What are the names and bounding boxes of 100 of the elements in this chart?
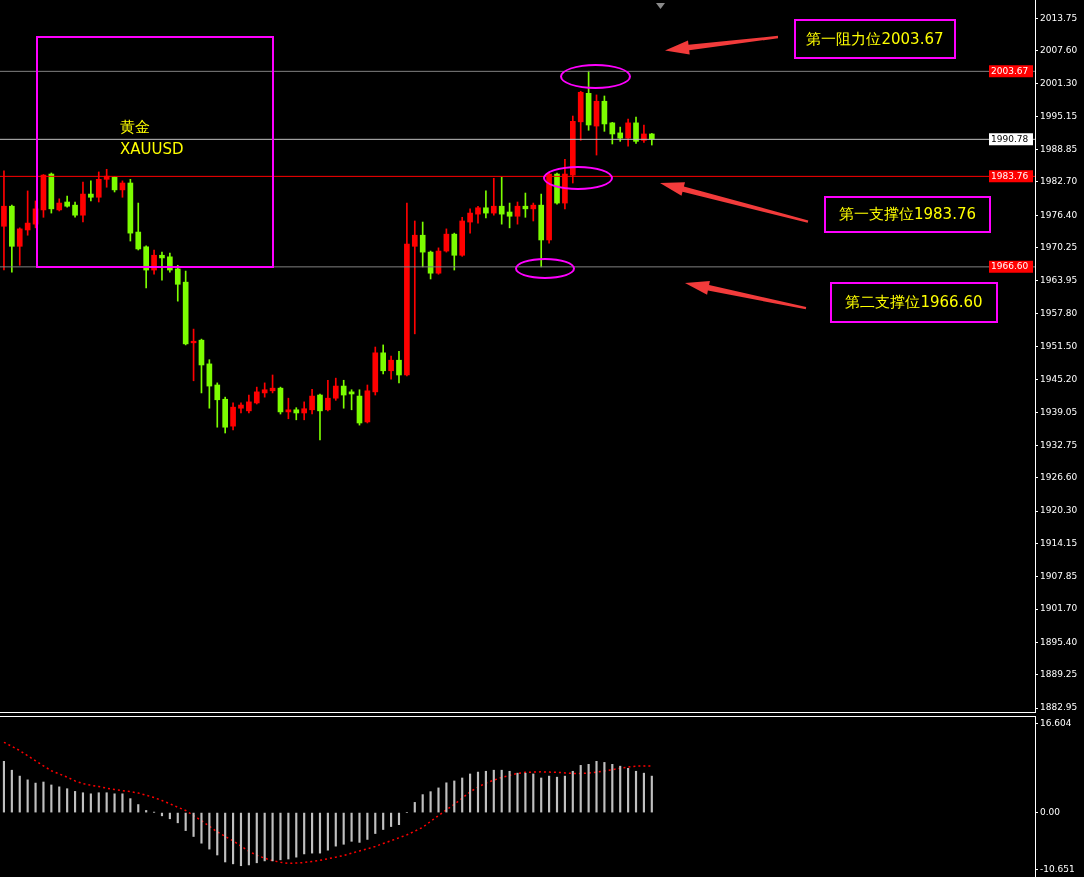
bar	[555, 776, 559, 813]
bar	[318, 812, 322, 854]
bar	[303, 812, 306, 855]
bar	[461, 777, 464, 813]
bar	[524, 772, 527, 813]
bar	[2, 761, 6, 813]
bar	[42, 781, 45, 813]
y-tick-label: 1988.85	[1040, 143, 1078, 154]
bar	[113, 793, 116, 813]
text: 黄金	[120, 118, 150, 137]
bar	[184, 812, 187, 831]
bar	[255, 812, 258, 864]
bar	[129, 798, 132, 813]
y-tick-label: 1982.70	[1040, 176, 1078, 187]
bar	[295, 812, 298, 858]
bar	[540, 777, 543, 813]
bar	[121, 793, 124, 813]
bar	[50, 784, 53, 813]
bar	[192, 812, 195, 837]
bar	[105, 792, 108, 813]
bar	[532, 773, 535, 813]
ref-line-label: 1983.76	[991, 170, 1029, 181]
bar	[231, 812, 235, 865]
bar	[397, 812, 401, 826]
y-tick-label: 1920.30	[1040, 505, 1078, 516]
y-tick-label: 1926.60	[1040, 472, 1078, 483]
candlestick	[88, 180, 94, 202]
text: XAUUSD	[120, 140, 184, 158]
bar	[18, 775, 21, 813]
candlestick	[498, 176, 505, 225]
y-tick-label: 1901.70	[1040, 603, 1078, 614]
bar	[508, 770, 511, 813]
bar	[247, 812, 250, 866]
y-tick-label: 1914.15	[1040, 537, 1078, 548]
y-tick-label: 2007.60	[1040, 44, 1078, 55]
y-tick-label: 1951.50	[1040, 340, 1078, 351]
bar	[342, 812, 345, 845]
bar	[453, 780, 456, 813]
y-tick-label: 1907.85	[1040, 571, 1078, 582]
ref-line-label: 1966.60	[991, 261, 1029, 272]
bar	[66, 788, 69, 813]
bar	[413, 802, 416, 813]
y-tick-label: 1932.75	[1040, 439, 1078, 450]
y-tick-label: 1889.25	[1040, 669, 1078, 680]
candlestick	[483, 190, 489, 219]
candlestick	[159, 251, 165, 281]
bar	[271, 812, 274, 862]
bar	[326, 812, 329, 851]
bar	[10, 769, 13, 813]
bar	[366, 812, 369, 840]
ref-line-label: 2003.67	[991, 65, 1029, 76]
y-tick-label: 1995.15	[1040, 110, 1078, 121]
bar	[89, 793, 92, 813]
bar	[421, 794, 424, 813]
bar	[26, 779, 29, 813]
annotation: 第二支撑位1966.60	[830, 282, 998, 323]
bar	[579, 765, 582, 813]
bar	[429, 791, 432, 813]
bar	[611, 763, 614, 813]
bar	[445, 782, 448, 813]
annotation: 第一支撑位1983.76	[824, 196, 991, 233]
bar	[334, 812, 337, 847]
bar	[437, 787, 440, 813]
bar	[224, 812, 227, 863]
bar	[516, 772, 519, 813]
bar	[311, 812, 314, 854]
bar	[208, 812, 211, 850]
bar	[476, 771, 480, 813]
bar	[634, 770, 638, 813]
y-tick-label: 1976.40	[1040, 209, 1078, 220]
y-tick-label: -10.651	[1040, 864, 1075, 875]
y-tick-label: 1957.80	[1040, 307, 1078, 318]
bar	[216, 812, 219, 856]
bar	[390, 812, 393, 827]
bar	[469, 773, 472, 813]
y-tick-label: 1895.40	[1040, 636, 1078, 647]
line-series	[3, 741, 653, 865]
bar	[73, 791, 77, 813]
bar	[548, 775, 551, 813]
bar	[587, 763, 590, 813]
ref-line-label: 1990.78	[991, 133, 1029, 144]
bar	[571, 770, 574, 813]
y-tick-label: 16.604	[1040, 717, 1072, 728]
bar	[603, 762, 606, 813]
bar	[350, 812, 353, 842]
bar	[650, 775, 653, 813]
bar	[492, 769, 495, 813]
candlestick	[411, 220, 418, 335]
candlestick	[530, 202, 537, 222]
y-tick-label: 1963.95	[1040, 275, 1078, 286]
y-tick-label: 1970.25	[1040, 241, 1078, 252]
y-tick-label: 1882.95	[1040, 702, 1078, 713]
bar	[642, 772, 645, 813]
bar	[34, 782, 37, 813]
bar	[263, 812, 266, 862]
y-tick-label: 1945.20	[1040, 374, 1078, 385]
annotation: 第一阻力位2003.67	[794, 19, 956, 59]
bar	[176, 812, 179, 824]
bar	[500, 769, 503, 813]
bar	[81, 792, 85, 813]
